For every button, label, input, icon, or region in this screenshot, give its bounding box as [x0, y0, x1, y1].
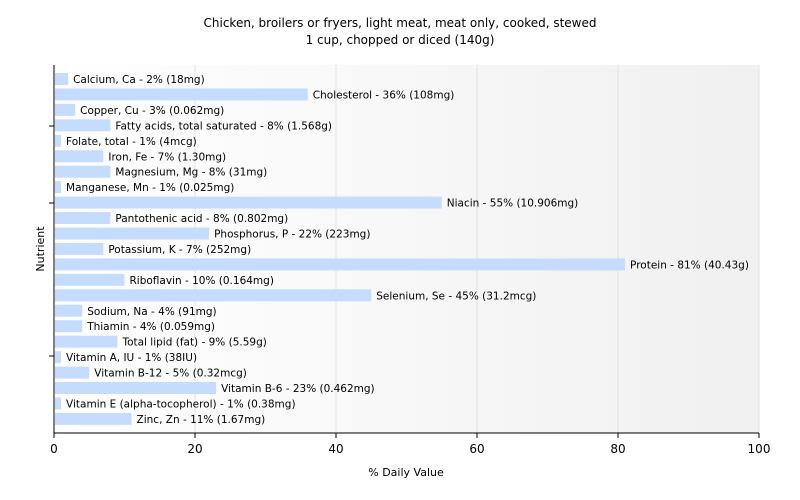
chart-subtitle: 1 cup, chopped or diced (140g): [306, 33, 495, 47]
bar: [55, 242, 104, 255]
x-axis-label: % Daily Value: [368, 466, 444, 479]
bar-label: Copper, Cu - 3% (0.062mg): [80, 105, 224, 117]
bar: [55, 258, 626, 271]
bar-label: Cholesterol - 36% (108mg): [313, 89, 455, 101]
bar-label: Selenium, Se - 45% (31.2mcg): [376, 290, 536, 302]
bar-label: Vitamin B-12 - 5% (0.32mcg): [94, 368, 247, 380]
bar-label: Fatty acids, total saturated - 8% (1.568…: [115, 120, 332, 132]
bar-label: Magnesium, Mg - 8% (31mg): [115, 167, 267, 179]
bar-label: Manganese, Mn - 1% (0.025mg): [66, 182, 234, 194]
bar: [55, 273, 125, 286]
bar: [55, 227, 210, 240]
bar-label: Vitamin E (alpha-tocopherol) - 1% (0.38m…: [66, 398, 295, 410]
chart-title: Chicken, broilers or fryers, light meat,…: [204, 16, 597, 30]
plot-area: [54, 65, 759, 433]
bar: [55, 366, 90, 379]
bar-label: Iron, Fe - 7% (1.30mg): [108, 151, 226, 163]
bar: [55, 212, 111, 225]
bar: [55, 320, 83, 333]
x-tick-label: 40: [328, 442, 343, 456]
bar: [55, 397, 62, 410]
bar-label: Total lipid (fat) - 9% (5.59g): [121, 337, 266, 349]
bar: [55, 150, 104, 163]
bar-label: Vitamin A, IU - 1% (38IU): [66, 352, 197, 364]
bar-label: Phosphorus, P - 22% (223mg): [214, 229, 370, 241]
bar-label: Thiamin - 4% (0.059mg): [86, 321, 215, 333]
grid-lines: [194, 65, 760, 433]
y-axis-label: Nutrient: [34, 226, 47, 272]
bar: [55, 304, 83, 317]
bar: [55, 196, 442, 209]
bar: [55, 412, 132, 425]
bar: [55, 382, 217, 394]
bar-labels: Calcium, Ca - 2% (18mg) Cholesterol - 36%…: [66, 74, 749, 426]
bar: [55, 134, 62, 147]
bar-label: Vitamin B-6 - 23% (0.462mg): [221, 383, 375, 395]
bar-series: [55, 73, 626, 425]
bar: [55, 88, 308, 101]
y-axis-ticks: [49, 125, 54, 357]
x-tick-label: 100: [748, 442, 771, 456]
bar-label: Niacin - 55% (10.906mg): [447, 198, 579, 210]
bar: [55, 119, 111, 132]
bar-label: Protein - 81% (40.43g): [630, 259, 749, 271]
bar-label: Pantothenic acid - 8% (0.802mg): [115, 213, 288, 225]
bar: [55, 351, 62, 364]
bar: [55, 289, 372, 302]
bar: [55, 103, 76, 116]
bar: [55, 335, 118, 348]
bar-label: Potassium, K - 7% (252mg): [108, 244, 251, 256]
bar-label: Sodium, Na - 4% (91mg): [87, 306, 216, 318]
x-tick-label: 80: [610, 442, 625, 456]
x-tick-label: 60: [469, 442, 484, 456]
bar-label: Zinc, Zn - 11% (1.67mg): [137, 414, 266, 426]
bar: [55, 73, 69, 85]
bar-label: Folate, total - 1% (4mcg): [66, 136, 197, 148]
bar: [55, 181, 62, 194]
bar-label: Riboflavin - 10% (0.164mg): [130, 275, 274, 287]
bar: [55, 165, 111, 178]
bar-label: Calcium, Ca - 2% (18mg): [73, 74, 205, 86]
x-tick-label: 0: [50, 442, 58, 456]
x-tick-label: 20: [187, 442, 202, 456]
x-axis-ticks: 0 20 40 60 80 100: [50, 433, 770, 456]
